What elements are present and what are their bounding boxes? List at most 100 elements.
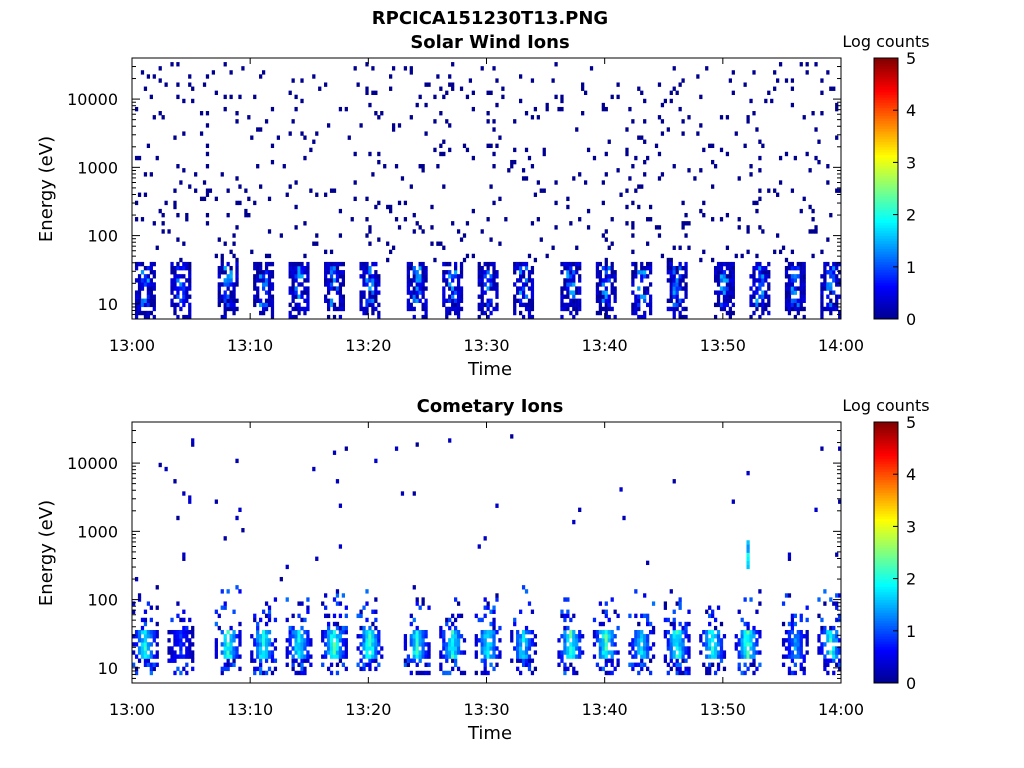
- heatmap-cell: [616, 94, 620, 100]
- heatmap-cell: [235, 306, 239, 312]
- heatmap-cell: [267, 253, 272, 259]
- heatmap-cell: [409, 184, 413, 189]
- heatmap-cell: [648, 261, 653, 267]
- heatmap-cell: [140, 270, 145, 275]
- heatmap-cell: [179, 274, 183, 279]
- heatmap-cell: [291, 274, 295, 279]
- colorbar-tick-label: 1: [906, 622, 916, 641]
- heatmap-cell: [143, 638, 148, 643]
- heatmap-cell: [140, 629, 145, 635]
- heatmap-cell: [672, 290, 676, 295]
- heatmap-cell: [300, 265, 304, 271]
- heatmap-cell: [755, 629, 759, 635]
- heatmap-cell: [595, 274, 600, 279]
- heatmap-cell: [170, 629, 174, 635]
- heatmap-cell: [329, 282, 334, 287]
- heatmap-cell: [784, 282, 789, 287]
- heatmap-cell: [486, 265, 490, 271]
- heatmap-cell: [681, 646, 685, 651]
- heatmap-cell: [412, 646, 416, 651]
- colorbar-swatch: [874, 94, 898, 98]
- heatmap-cell: [176, 286, 180, 291]
- heatmap-cell: [134, 666, 139, 672]
- heatmap-cell: [519, 302, 523, 308]
- colorbar-swatch: [874, 495, 898, 499]
- heatmap-cell: [158, 66, 162, 71]
- heatmap-cell: [569, 302, 573, 308]
- heatmap-cell: [746, 544, 750, 549]
- heatmap-cell: [563, 261, 567, 267]
- heatmap-cell: [389, 204, 393, 210]
- heatmap-cell: [176, 82, 180, 87]
- heatmap-cell: [424, 654, 428, 659]
- heatmap-cell: [459, 237, 464, 242]
- heatmap-cell: [264, 638, 269, 643]
- heatmap-cell: [672, 638, 676, 643]
- heatmap-cell: [681, 200, 685, 206]
- heatmap-cell: [530, 270, 535, 275]
- heatmap-cell: [740, 642, 744, 647]
- heatmap-cell: [483, 605, 487, 610]
- heatmap-cell: [711, 650, 715, 655]
- heatmap-cell: [134, 265, 139, 271]
- heatmap-cell: [294, 638, 298, 643]
- heatmap-cell: [646, 274, 650, 279]
- heatmap-cell: [705, 646, 709, 651]
- heatmap-cell: [250, 634, 254, 639]
- heatmap-cell: [173, 650, 177, 655]
- heatmap-cell: [640, 666, 644, 672]
- heatmap-cell: [285, 646, 289, 651]
- heatmap-cell: [456, 650, 461, 655]
- heatmap-cell: [569, 646, 573, 651]
- heatmap-cell: [601, 282, 605, 287]
- heatmap-cell: [563, 638, 567, 643]
- colorbar-swatch: [874, 599, 898, 603]
- heatmap-cell: [179, 298, 183, 303]
- colorbar-swatch: [874, 282, 898, 286]
- heatmap-cell: [412, 286, 416, 291]
- heatmap-cell: [182, 634, 186, 639]
- heatmap-cell: [421, 274, 425, 279]
- heatmap-cell: [356, 82, 360, 87]
- heatmap-cell: [267, 642, 272, 647]
- heatmap-cell: [412, 634, 416, 639]
- heatmap-cell: [516, 629, 520, 635]
- colorbar-swatch: [874, 515, 898, 520]
- heatmap-cell: [687, 245, 691, 250]
- heatmap-cell: [811, 111, 815, 116]
- heatmap-cell: [705, 66, 709, 71]
- heatmap-cell: [377, 290, 381, 295]
- heatmap-cell: [223, 94, 227, 100]
- heatmap-cell: [793, 278, 797, 283]
- heatmap-cell: [678, 642, 682, 647]
- heatmap-cell: [823, 278, 827, 283]
- heatmap-cell: [566, 613, 570, 619]
- colorbar-swatch: [874, 589, 898, 593]
- heatmap-cell: [713, 634, 718, 639]
- heatmap-cell: [338, 106, 343, 112]
- heatmap-cell: [519, 646, 523, 651]
- heatmap-cell: [332, 265, 337, 271]
- heatmap-cell: [451, 274, 455, 279]
- heatmap-cell: [669, 621, 673, 627]
- heatmap-cell: [300, 282, 304, 287]
- heatmap-cell: [371, 646, 375, 651]
- colorbar-swatch: [874, 305, 898, 310]
- heatmap-cell: [610, 629, 614, 635]
- heatmap-cell: [394, 217, 399, 222]
- heatmap-cell: [421, 601, 425, 606]
- heatmap-cell: [711, 634, 715, 639]
- heatmap-cell: [229, 274, 233, 279]
- heatmap-cell: [575, 261, 579, 267]
- heatmap-cell: [719, 650, 724, 655]
- heatmap-cell: [477, 314, 481, 320]
- heatmap-cell: [324, 634, 328, 639]
- heatmap-cell: [226, 282, 230, 287]
- heatmap-cell: [338, 261, 343, 267]
- heatmap-cell: [492, 638, 496, 643]
- heatmap-cell: [256, 625, 260, 631]
- heatmap-cell: [675, 282, 679, 287]
- heatmap-cell: [489, 278, 493, 283]
- heatmap-cell: [424, 642, 428, 647]
- heatmap-cell: [418, 629, 422, 635]
